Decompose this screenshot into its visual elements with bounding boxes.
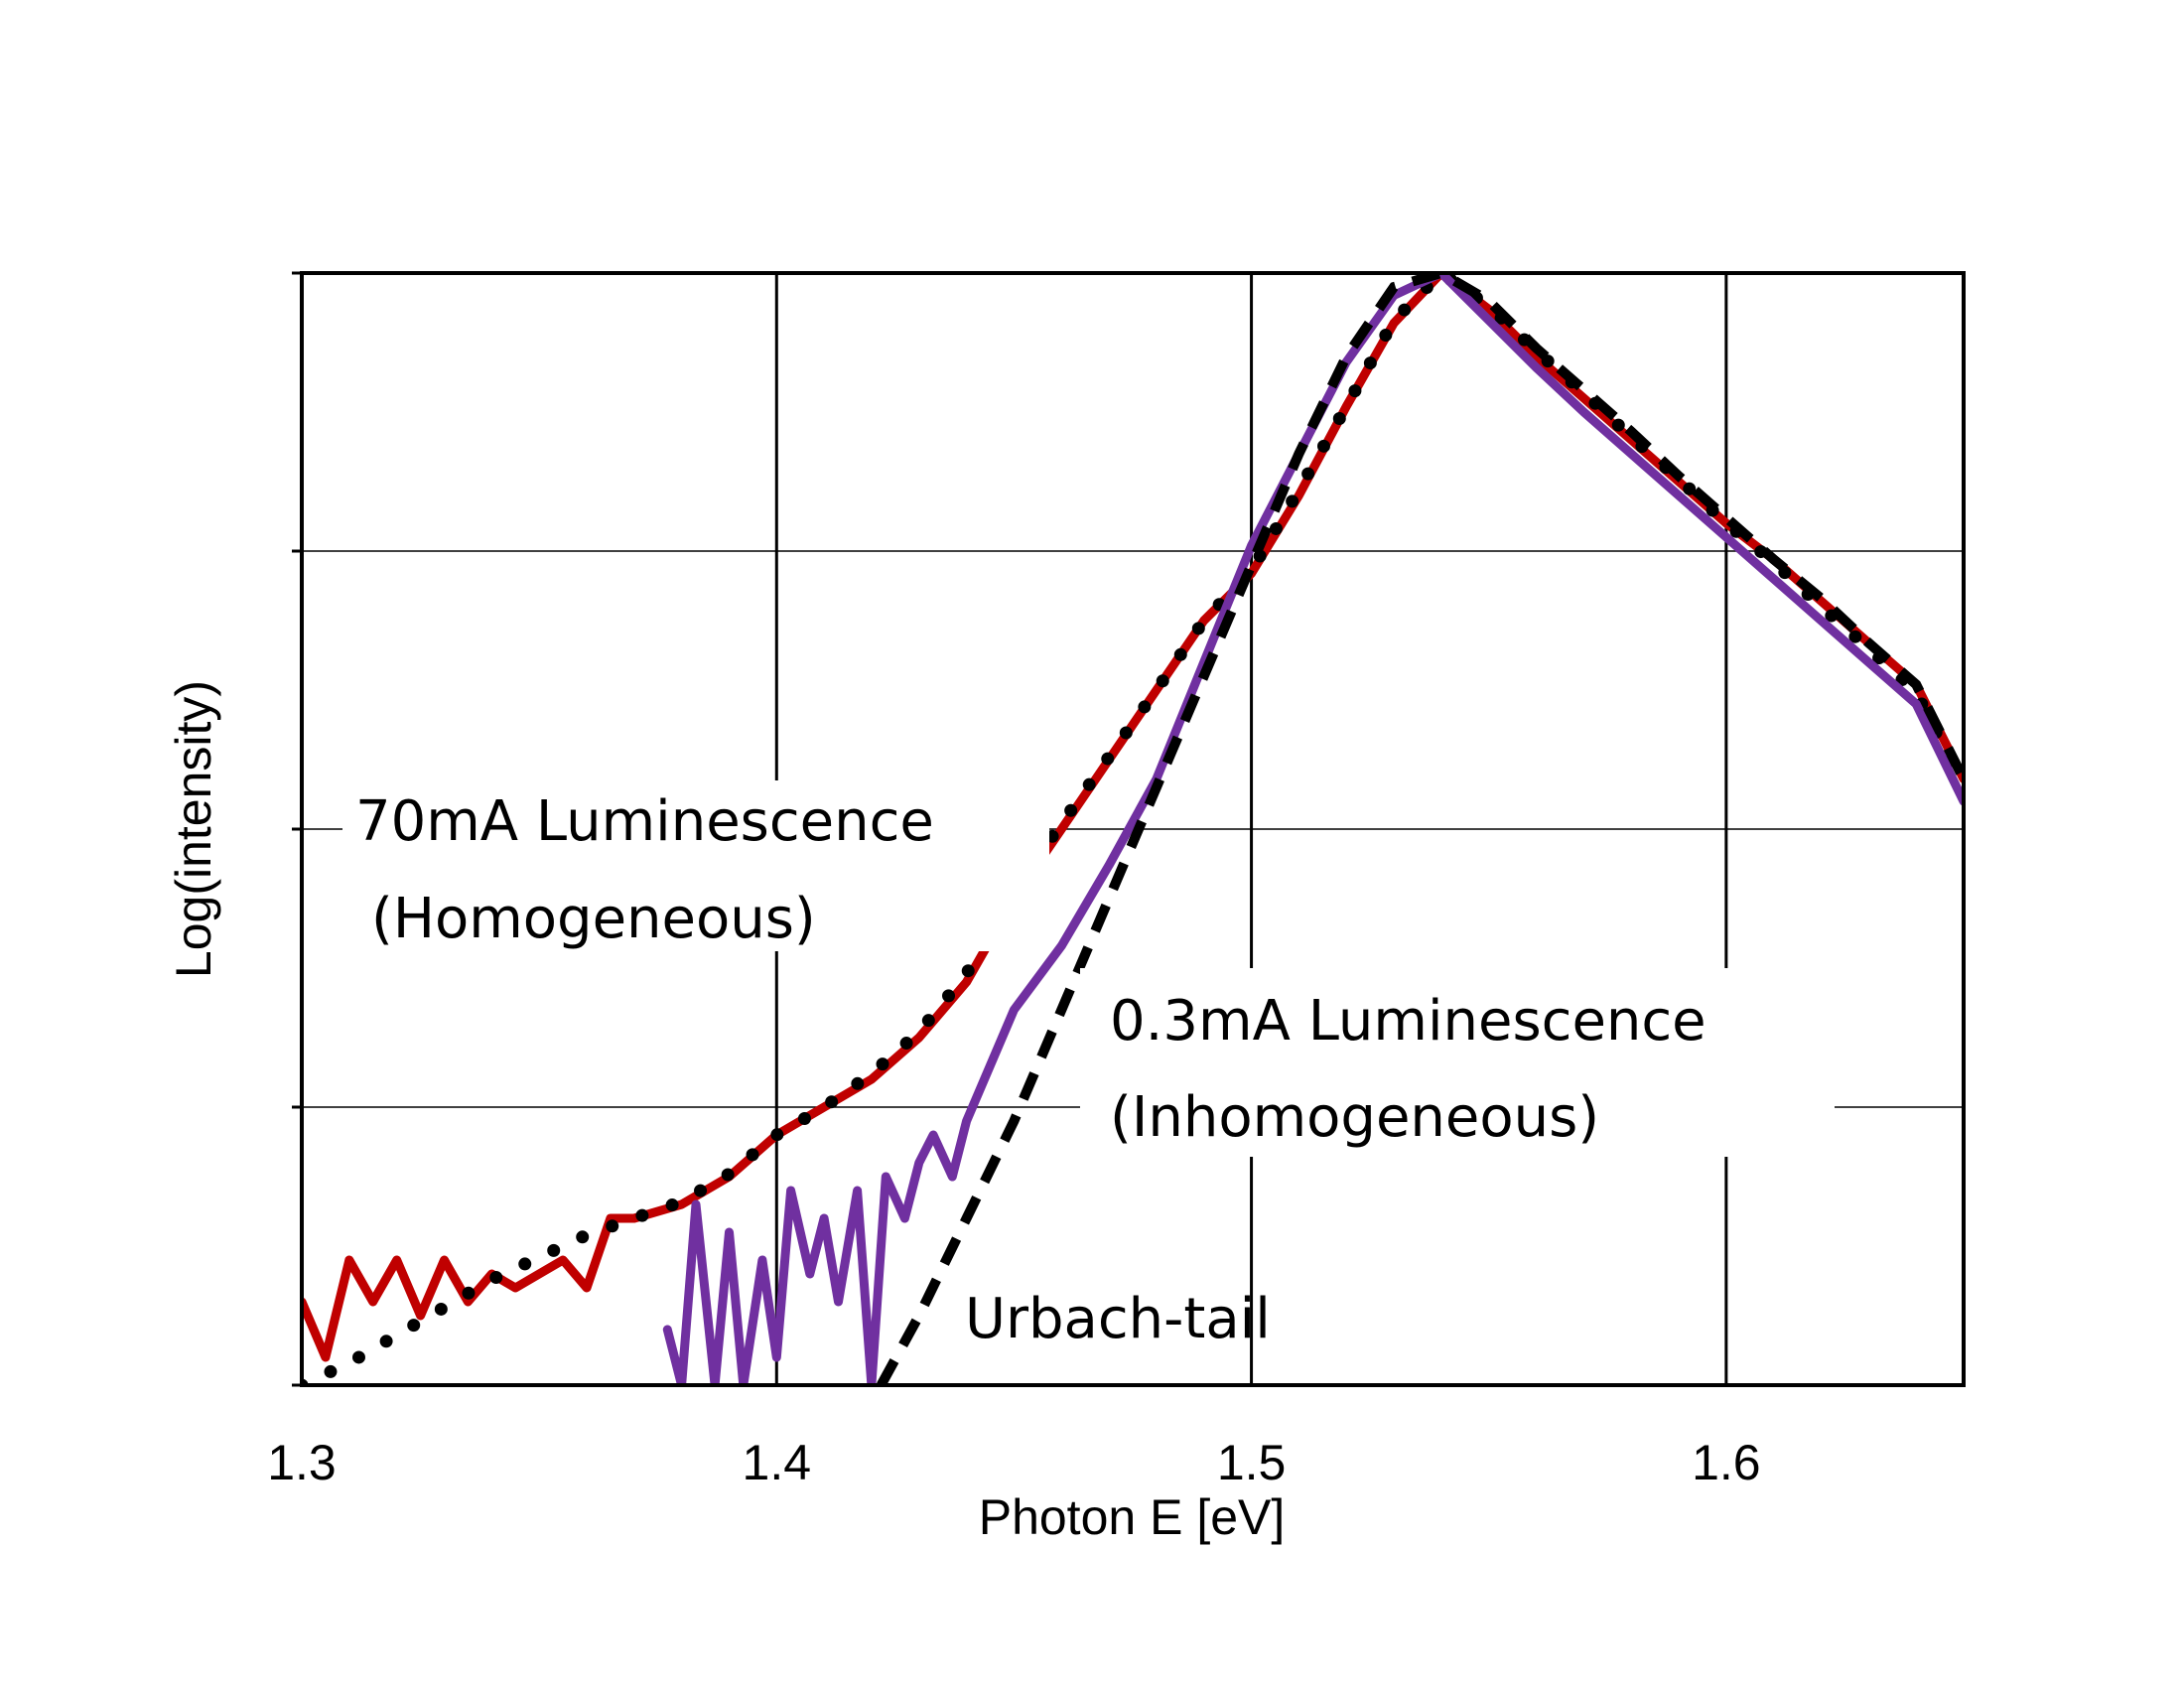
x-tick-labels: 1.3 1.4 1.5 1.6: [267, 1435, 1760, 1490]
x-tick-label: 1.6: [1692, 1435, 1761, 1490]
annotation-bg-70ma: [342, 780, 1049, 951]
annotation-70ma-luminescence: 70mA Luminescence: [355, 789, 934, 854]
x-axis-label: Photon E [eV]: [979, 1489, 1286, 1545]
series-line-70ma: [302, 273, 1964, 1362]
annotation-bg-03ma: [1080, 968, 1835, 1157]
y-tick-marks: [292, 271, 302, 1387]
annotation-03ma-luminescence: 0.3mA Luminescence: [1110, 989, 1706, 1054]
annotation-inhomogeneous: (Inhomogeneous): [1110, 1085, 1599, 1150]
x-tick-label: 1.4: [743, 1435, 812, 1490]
series-line-dotted-fit: [302, 273, 1964, 1385]
x-tick-label: 1.5: [1217, 1435, 1287, 1490]
annotation-homogeneous: (Homogeneous): [371, 887, 816, 951]
series-layer: [302, 273, 1964, 1385]
series-line-dashed-urbach: [877, 273, 1964, 1385]
annotation-urbach-tail: Urbach-tail: [965, 1287, 1271, 1351]
x-tick-label: 1.3: [267, 1435, 337, 1490]
y-axis-label: Log(intensity): [166, 680, 221, 978]
series-line-03ma: [662, 273, 1964, 1385]
